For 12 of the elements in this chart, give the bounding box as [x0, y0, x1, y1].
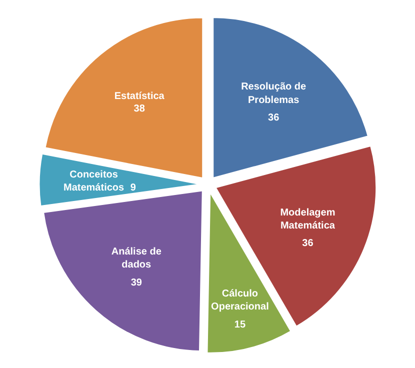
data-label: 15: [234, 319, 246, 330]
data-label: 9: [130, 182, 136, 194]
data-label: 36: [268, 112, 280, 124]
data-label: 38: [134, 103, 146, 114]
data-label: 36: [302, 238, 314, 250]
slice-label: Resolução de Problemas: [241, 82, 307, 106]
slice-label: Conceitos Matemáticos: [64, 169, 125, 194]
data-label: 39: [130, 277, 142, 288]
slice-label: Modelagem Matemática: [280, 207, 336, 232]
slice-label: Cálculo Operacional: [211, 288, 270, 313]
slice-label: Análise de dados: [111, 246, 162, 271]
slice-label: Estatística: [114, 90, 165, 102]
